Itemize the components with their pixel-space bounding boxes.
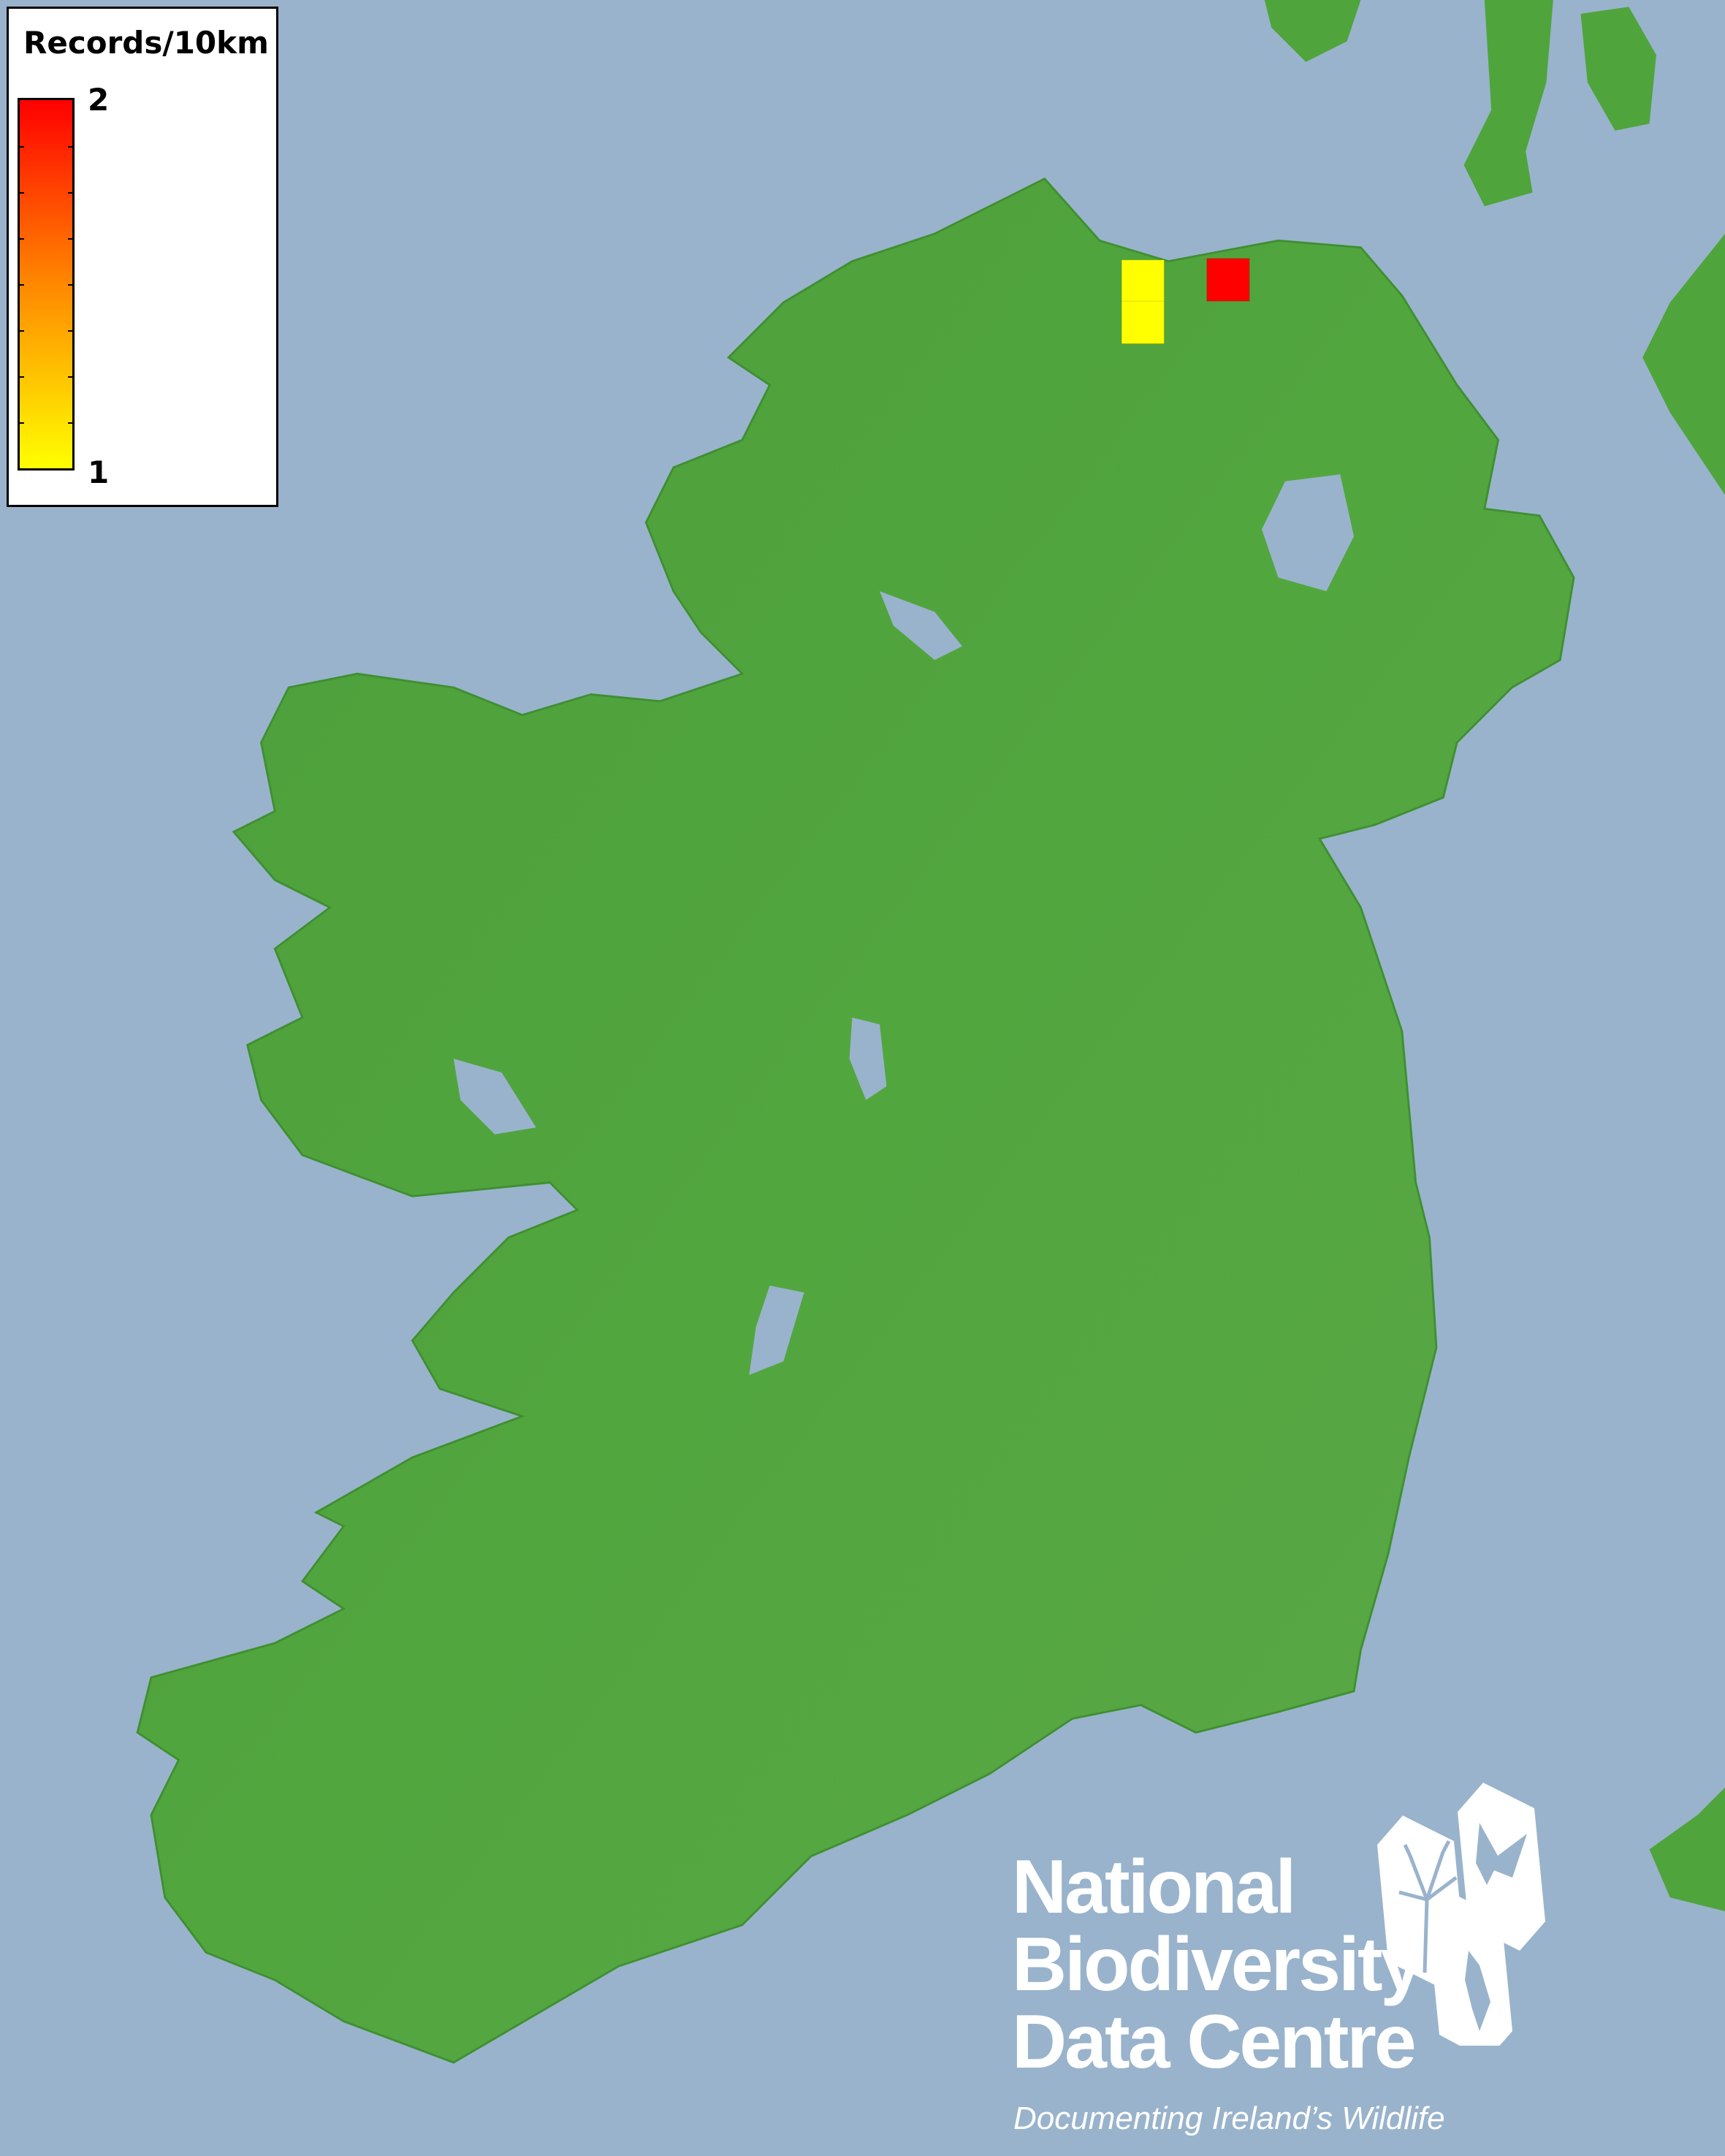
legend: Records/10km 2 1 bbox=[7, 7, 278, 507]
lough-derg bbox=[749, 1285, 804, 1376]
lough-ree bbox=[849, 1017, 887, 1100]
lough-corrib bbox=[453, 1059, 536, 1135]
logo-line-1: National bbox=[1012, 1845, 1296, 1930]
lough-erne bbox=[880, 591, 962, 660]
logo-line-3: Data Centre bbox=[1012, 2000, 1417, 2084]
logo-tagline: Documenting Ireland’s Wildlife bbox=[1013, 2100, 1445, 2136]
record-square bbox=[1121, 259, 1165, 303]
nbdc-logo: National Biodiversity Data Centre Docume… bbox=[1012, 1768, 1640, 2148]
records-layer bbox=[1121, 258, 1250, 344]
scotland-landmass bbox=[1264, 0, 1725, 1912]
logo-wordmark: National Biodiversity Data Centre bbox=[1012, 1845, 1423, 2084]
logo-hexagons bbox=[1377, 1783, 1545, 2046]
record-square bbox=[1206, 258, 1250, 302]
legend-min-label: 1 bbox=[88, 454, 110, 490]
legend-title: Records/10km bbox=[23, 25, 269, 61]
legend-max-label: 2 bbox=[88, 82, 110, 118]
legend-colorbar bbox=[18, 98, 75, 471]
seahorse-icon bbox=[1428, 1892, 1512, 2046]
ireland-landmass bbox=[136, 177, 1575, 2064]
logo-line-2: Biodiversity bbox=[1012, 1922, 1423, 2007]
lakes bbox=[453, 474, 1355, 1376]
record-square bbox=[1121, 300, 1165, 344]
lough-neagh bbox=[1262, 474, 1355, 592]
